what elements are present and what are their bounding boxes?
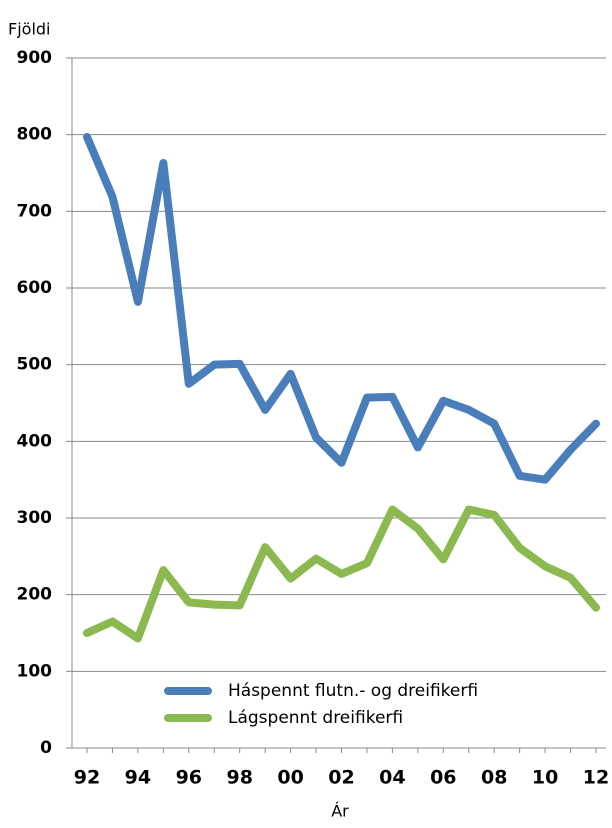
y-tick-label: 200: [17, 585, 53, 605]
legend-label: Lágspennt dreifikerfi: [228, 708, 403, 728]
x-tick-label: 98: [226, 767, 252, 789]
x-tick-label: 10: [532, 767, 558, 789]
y-tick-label: 700: [17, 201, 53, 221]
x-tick-label: 04: [379, 767, 405, 789]
series-line: [83, 505, 600, 643]
x-tick-label: 00: [277, 767, 303, 789]
legend-label: Háspennt flutn.- og dreifikerfi: [228, 681, 478, 701]
x-tick-label: 08: [481, 767, 507, 789]
y-tick-label: 100: [17, 661, 53, 681]
x-tick-label: 12: [583, 767, 609, 789]
x-tick-label: 96: [176, 767, 202, 789]
x-axis-label: Ár: [331, 802, 349, 821]
y-axis-label: Fjöldi: [8, 20, 50, 39]
y-tick-label: 300: [17, 508, 53, 528]
x-tick-label: 94: [125, 767, 151, 789]
x-tick-label: 06: [430, 767, 456, 789]
y-tick-label: 0: [40, 738, 52, 758]
x-tick-label: 92: [74, 767, 100, 789]
y-tick-label: 800: [17, 125, 53, 145]
y-tick-label: 500: [17, 355, 53, 375]
y-tick-label: 900: [17, 48, 53, 68]
y-tick-label: 400: [17, 431, 53, 451]
series-line: [83, 132, 600, 484]
y-tick-label: 600: [17, 278, 53, 298]
x-tick-label: 02: [328, 767, 354, 789]
